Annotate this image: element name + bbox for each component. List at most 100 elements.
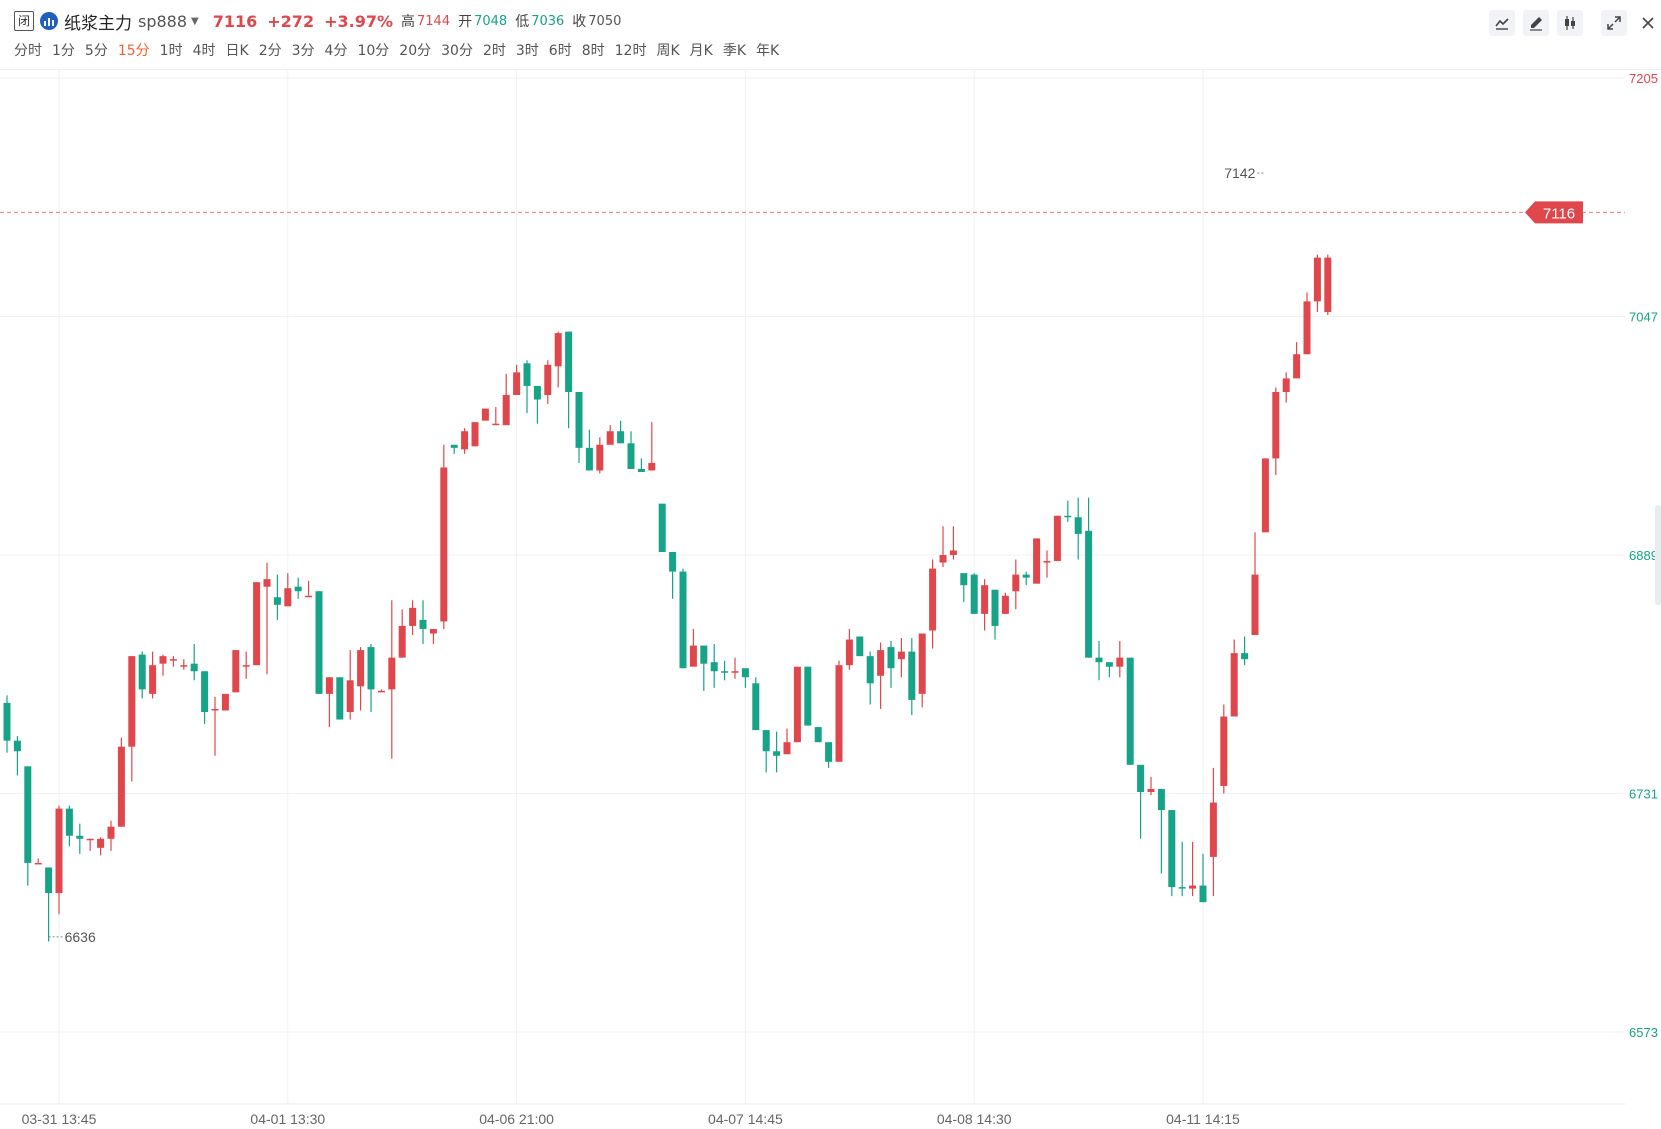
y-tick-label: 6573: [1629, 1025, 1658, 1040]
candle-body: [544, 364, 552, 395]
candlestick-chart[interactable]: 7205 7047 6889 6731 6573 03-31 13:45 04-01 13:…: [0, 70, 1661, 1129]
candle-body: [1293, 354, 1301, 379]
candle-body: [190, 663, 198, 672]
candle-body: [273, 597, 281, 605]
candle-body: [1074, 517, 1082, 534]
candle-body: [128, 656, 136, 747]
price-change: +272: [267, 11, 315, 31]
candle-body: [263, 579, 271, 587]
candle-body: [107, 826, 115, 839]
candle-body: [45, 867, 53, 894]
draw-icon[interactable]: [1523, 10, 1549, 36]
timeframe-16[interactable]: 8时: [581, 43, 605, 59]
timeframe-17[interactable]: 12时: [614, 43, 647, 59]
candle-body: [471, 422, 479, 447]
chart-header: 闭 纸浆主力 sp888 ▼ 7116 +272 +3.97% 高 7144 开…: [0, 0, 1661, 70]
candle-body: [1168, 810, 1176, 888]
timeframe-12[interactable]: 30分: [441, 43, 473, 59]
candle-body: [658, 503, 666, 552]
timeframe-7[interactable]: 2分: [258, 43, 282, 59]
candle-body: [804, 666, 812, 726]
timeframe-6[interactable]: 日K: [225, 43, 249, 59]
candle-body: [429, 628, 437, 634]
indicator-icon[interactable]: [1489, 10, 1515, 36]
timeframe-10[interactable]: 10分: [357, 43, 390, 59]
timeframe-19[interactable]: 月K: [689, 43, 713, 59]
timeframe-0[interactable]: 分时: [14, 43, 42, 59]
candle-body: [461, 431, 469, 450]
fullscreen-icon[interactable]: [1601, 10, 1627, 36]
last-price: 7116: [212, 11, 258, 31]
timeframe-5[interactable]: 4时: [192, 43, 216, 59]
candle-body: [1157, 788, 1165, 811]
lock-icon[interactable]: 闭: [14, 11, 34, 31]
candle-body: [1230, 653, 1238, 717]
candle-body: [585, 447, 593, 471]
symbol-name[interactable]: 纸浆主力: [64, 13, 132, 34]
candle-body: [1001, 595, 1009, 614]
timeframe-4[interactable]: 1时: [159, 43, 183, 59]
timeframe-9[interactable]: 4分: [324, 43, 348, 59]
scrollbar-handle[interactable]: [1655, 505, 1661, 605]
candle-body: [305, 595, 313, 598]
candle-body: [1261, 458, 1269, 533]
candle-body: [596, 444, 604, 471]
candle-body: [793, 666, 801, 743]
close-icon[interactable]: [1635, 10, 1661, 36]
candle-body: [908, 651, 916, 700]
candle-body: [856, 636, 864, 657]
x-tick-label: 04-06 21:00: [479, 1111, 554, 1127]
timeframe-bar: 分时 1分 5分 15分 1时 4时 日K 2分 3分 4分 10分 20分 30分 2时 3时 6时 8时 12…: [14, 40, 779, 62]
timeframe-14[interactable]: 3时: [515, 43, 539, 59]
candle-body: [97, 838, 105, 848]
timeframe-21[interactable]: 年K: [756, 43, 780, 59]
symbol-code[interactable]: sp888: [138, 11, 188, 31]
symbol-dropdown-icon[interactable]: ▼: [191, 15, 199, 27]
candle-body: [1282, 378, 1290, 392]
candle-body: [377, 690, 385, 693]
candle-body: [13, 740, 21, 752]
candle-body: [970, 574, 978, 614]
close-value: 7050: [588, 13, 622, 29]
toolbar: [1489, 10, 1661, 36]
candle-body: [1043, 561, 1051, 563]
x-tick-label: 04-11 14:15: [1166, 1111, 1240, 1127]
candle-body: [762, 730, 770, 752]
candle-body: [1178, 887, 1186, 889]
timeframe-8[interactable]: 3分: [291, 43, 315, 59]
candle-body: [1033, 538, 1041, 584]
timeframe-15[interactable]: 6时: [548, 43, 572, 59]
candle-body: [627, 443, 635, 469]
candle-body: [1137, 764, 1145, 792]
candle-body: [440, 467, 448, 622]
timeframe-2[interactable]: 5分: [84, 43, 108, 59]
candle-body: [76, 835, 84, 839]
candle-body: [180, 665, 188, 667]
open-label: 开: [458, 14, 473, 30]
timeframe-1[interactable]: 1分: [52, 43, 75, 59]
timeframe-3[interactable]: 15分: [117, 43, 150, 59]
timeframe-13[interactable]: 2时: [482, 43, 506, 59]
candle-body: [1064, 515, 1072, 518]
candle-style-icon[interactable]: [1557, 10, 1583, 36]
candle-body: [1313, 257, 1321, 302]
close-label: 收: [572, 14, 587, 30]
candle-body: [700, 645, 708, 664]
candle-body: [710, 662, 718, 672]
timeframe-18[interactable]: 周K: [656, 43, 680, 59]
candle-body: [721, 671, 729, 673]
candle-body: [336, 677, 344, 720]
timeframe-20[interactable]: 季K: [722, 43, 747, 59]
timeframe-11[interactable]: 20分: [399, 43, 432, 59]
candle-body: [617, 431, 625, 444]
low-label: 低: [515, 14, 530, 30]
candle-body: [523, 363, 531, 386]
candle-body: [232, 650, 240, 693]
candle-body: [34, 862, 42, 865]
open-value: 7048: [474, 13, 508, 29]
candle-body: [1303, 301, 1311, 355]
quote-bar: 闭 纸浆主力 sp888 ▼ 7116 +272 +3.97% 高 7144 开…: [14, 8, 621, 34]
candle-body: [773, 751, 781, 756]
x-tick-label: 03-31 13:45: [22, 1111, 97, 1127]
candle-body: [1053, 515, 1061, 562]
